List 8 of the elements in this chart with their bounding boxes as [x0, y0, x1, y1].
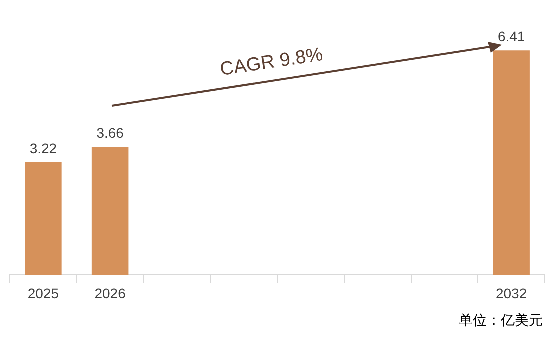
data-label: 6.41 — [498, 28, 526, 45]
x-tick-label: 2025 — [28, 285, 60, 302]
x-tick-label: 2032 — [496, 285, 528, 302]
annotation: CAGR 9.8% — [218, 44, 325, 82]
data-label: 3.22 — [30, 140, 58, 156]
data-label: 3.66 — [96, 124, 124, 141]
x-tick-label: 2026 — [94, 285, 126, 302]
text: 单位：亿美元 — [459, 312, 543, 330]
